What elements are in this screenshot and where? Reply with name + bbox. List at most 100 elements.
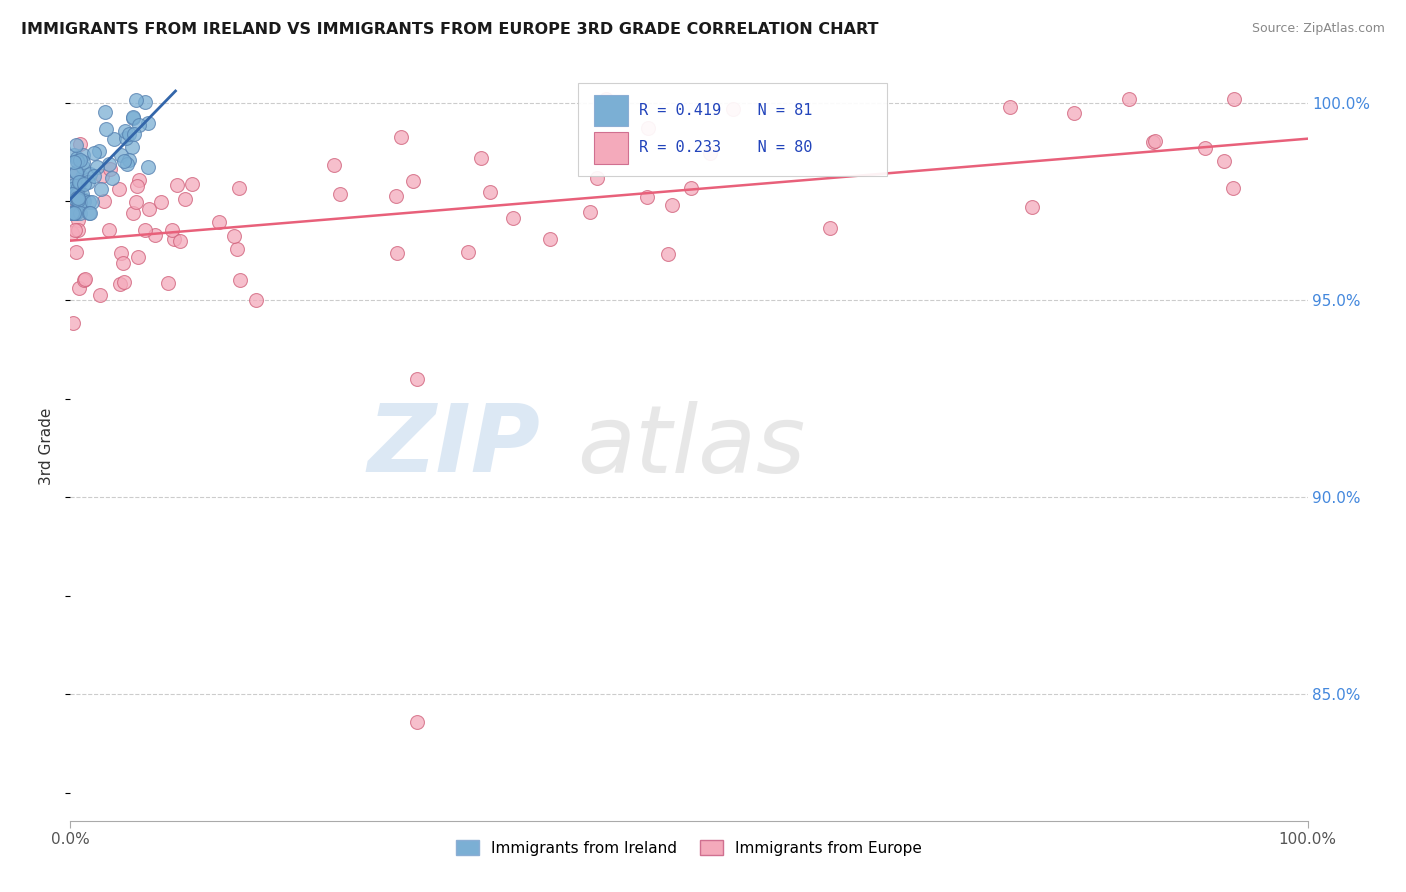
Point: [73, 272, 96, 286]
Point: [579, 205, 602, 219]
Point: [60, 206, 83, 220]
Point: [169, 234, 191, 248]
Point: [67, 192, 90, 206]
Point: [138, 202, 160, 216]
Point: [90, 182, 112, 196]
Point: [69, 206, 91, 220]
Point: [112, 153, 135, 168]
Point: [1142, 136, 1164, 150]
Point: [636, 190, 658, 204]
Y-axis label: 3rd Grade: 3rd Grade: [39, 408, 55, 484]
Point: [66, 153, 89, 168]
Point: [73, 271, 96, 285]
Point: [62, 316, 84, 330]
Point: [1213, 153, 1236, 168]
Point: [225, 242, 247, 256]
Point: [62, 206, 84, 220]
Point: [1194, 141, 1216, 155]
Point: [115, 131, 138, 145]
Point: [83, 169, 105, 183]
Point: [173, 192, 195, 206]
Bar: [593, 95, 628, 126]
Point: [108, 277, 131, 292]
Point: [162, 232, 184, 246]
Point: [384, 188, 406, 202]
Point: [62, 147, 84, 161]
Point: [82, 194, 104, 209]
Point: [166, 178, 188, 193]
Point: [1021, 200, 1043, 214]
Point: [69, 153, 91, 168]
Point: [79, 167, 101, 181]
Point: [112, 275, 135, 289]
Point: [1063, 106, 1085, 120]
Point: [138, 161, 160, 175]
Point: [208, 215, 231, 229]
Point: [77, 194, 100, 209]
Point: [65, 205, 87, 219]
Point: [107, 182, 129, 196]
Point: [65, 165, 87, 179]
Point: [60, 169, 83, 183]
Point: [661, 198, 683, 212]
Point: [77, 205, 100, 219]
Point: [118, 127, 141, 141]
Point: [98, 223, 121, 237]
Point: [134, 223, 156, 237]
Point: [103, 132, 125, 146]
Point: [76, 175, 98, 189]
Point: [66, 191, 89, 205]
Point: [228, 181, 250, 195]
Point: [1222, 181, 1244, 195]
Text: ZIP: ZIP: [367, 400, 540, 492]
Point: [62, 206, 84, 220]
Point: [89, 287, 111, 301]
Point: [470, 152, 492, 166]
Point: [67, 213, 90, 227]
Point: [66, 193, 89, 207]
Point: [60, 205, 83, 219]
Point: [60, 206, 83, 220]
Point: [595, 92, 617, 106]
Point: [818, 221, 841, 235]
Point: [72, 194, 94, 209]
Point: [122, 112, 145, 126]
Text: R = 0.233    N = 80: R = 0.233 N = 80: [640, 140, 813, 155]
Point: [67, 191, 90, 205]
Point: [66, 179, 89, 194]
Text: Source: ZipAtlas.com: Source: ZipAtlas.com: [1251, 22, 1385, 36]
Text: R = 0.419    N = 81: R = 0.419 N = 81: [640, 103, 813, 118]
Point: [70, 186, 93, 201]
Point: [69, 195, 91, 210]
Point: [180, 177, 202, 191]
Point: [60, 182, 83, 196]
Point: [110, 246, 132, 260]
Point: [478, 185, 501, 199]
Point: [329, 187, 352, 202]
Point: [114, 124, 136, 138]
Point: [112, 256, 135, 270]
Point: [63, 206, 86, 220]
Point: [699, 146, 721, 161]
Point: [65, 206, 87, 220]
FancyBboxPatch shape: [578, 83, 887, 177]
Point: [63, 155, 86, 169]
Point: [110, 147, 132, 161]
Point: [60, 186, 83, 201]
Point: [66, 186, 89, 201]
Point: [681, 181, 703, 195]
Point: [222, 228, 245, 243]
Point: [1222, 92, 1244, 106]
Point: [124, 127, 146, 141]
Point: [127, 179, 149, 194]
Point: [162, 223, 184, 237]
Point: [585, 170, 607, 185]
Point: [721, 102, 744, 116]
Point: [538, 232, 561, 246]
Text: atlas: atlas: [578, 401, 806, 491]
Point: [1118, 92, 1140, 106]
Point: [134, 95, 156, 109]
Point: [69, 137, 91, 152]
Point: [72, 147, 94, 161]
Point: [65, 192, 87, 206]
